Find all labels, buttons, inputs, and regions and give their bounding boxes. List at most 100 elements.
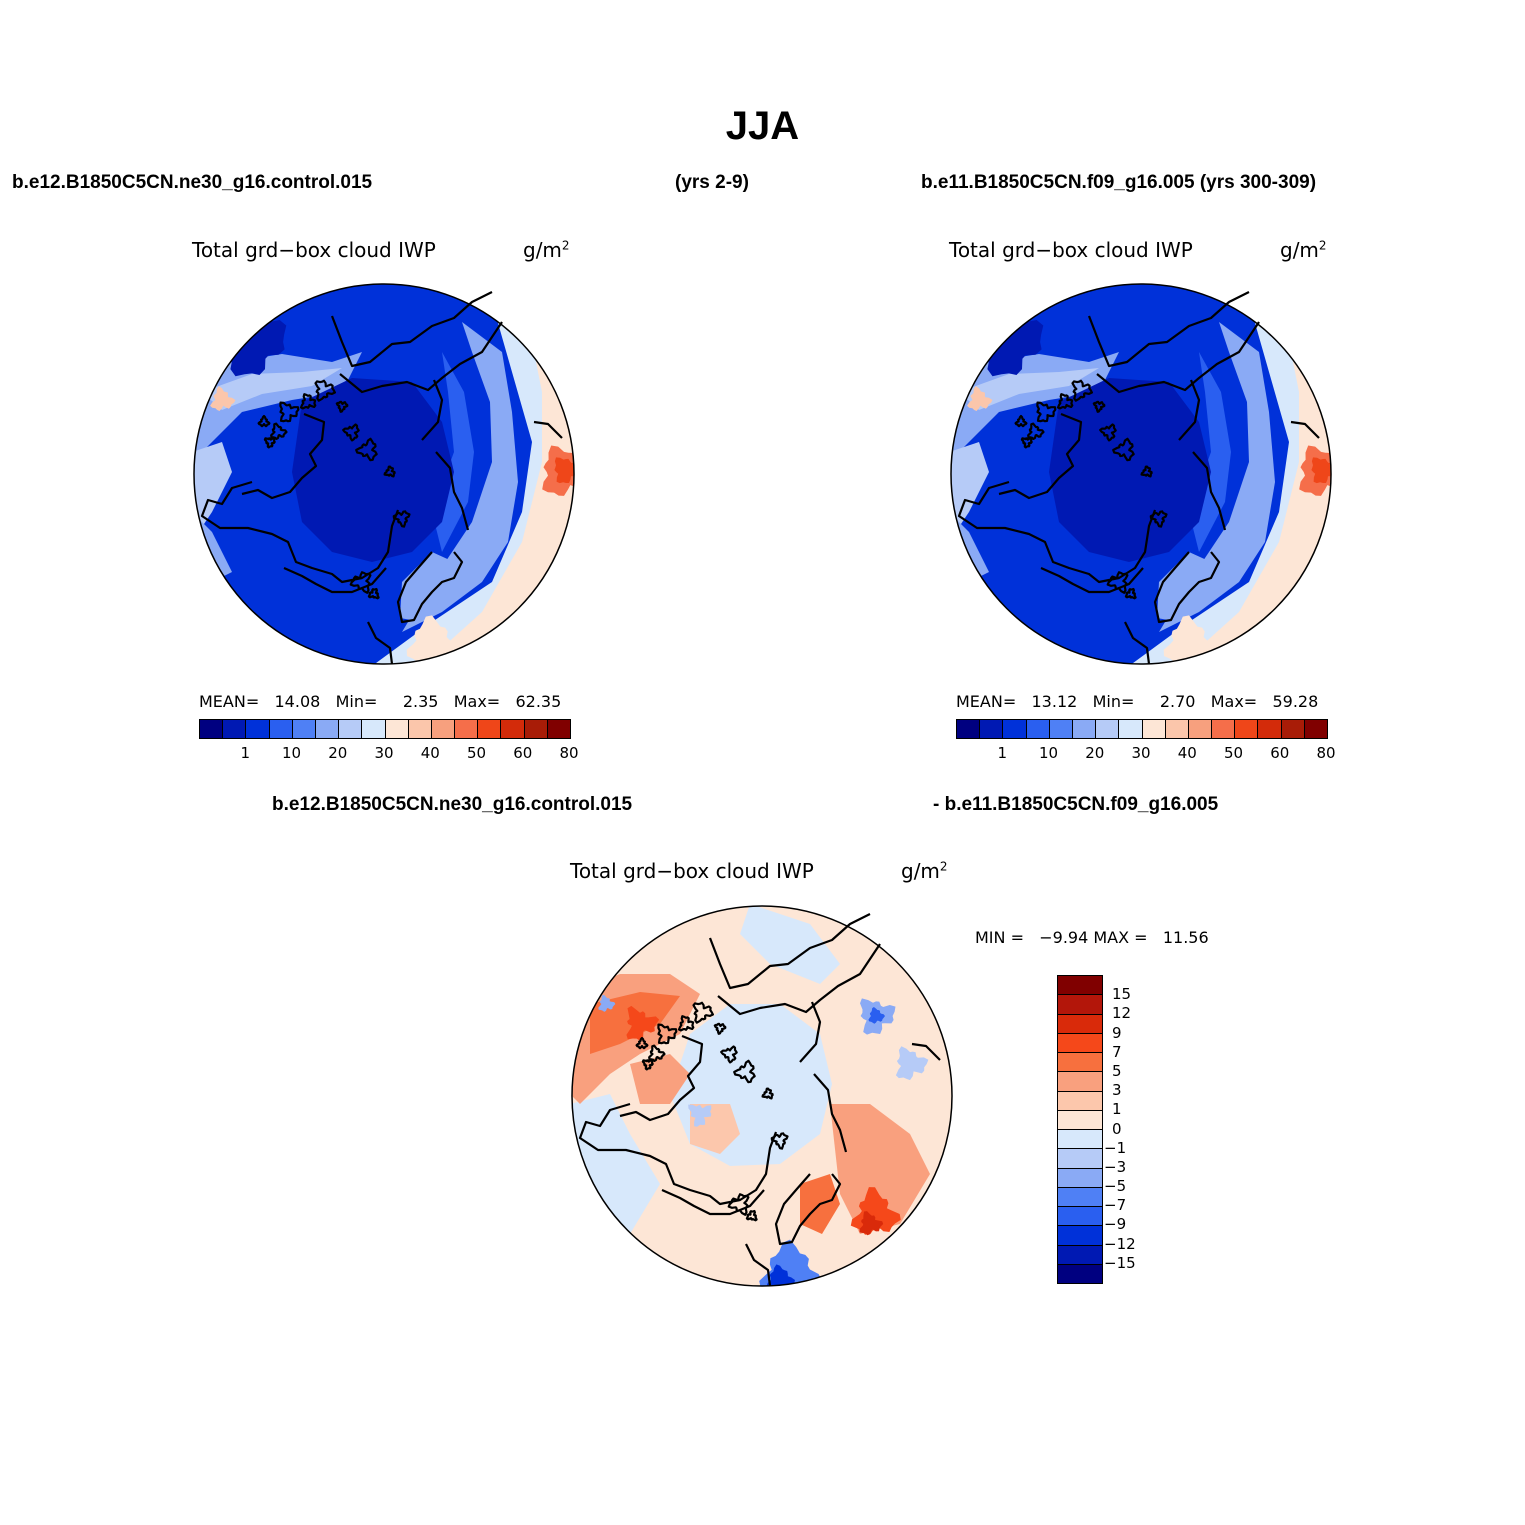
colorbar-tick-label: 9 bbox=[1112, 1023, 1122, 1042]
colorbar-tick-label: 40 bbox=[1177, 744, 1197, 762]
colorbar-swatch bbox=[1304, 720, 1327, 738]
colorbar-tick-label: −15 bbox=[1104, 1253, 1136, 1272]
colorbar-tick-label: 15 bbox=[1112, 985, 1132, 1004]
colorbar-swatch bbox=[547, 720, 570, 738]
panel2-min-value: 2.70 bbox=[1159, 692, 1196, 711]
panel2-max-value: 59.28 bbox=[1272, 692, 1319, 711]
colorbar-swatch bbox=[1188, 720, 1213, 738]
colorbar-tick-label: 60 bbox=[1270, 744, 1290, 762]
colorbar-swatch bbox=[1119, 720, 1143, 738]
colorbar-swatch bbox=[1026, 720, 1050, 738]
colorbar-tick-label: 40 bbox=[420, 744, 440, 762]
colorbar-tick-label: 20 bbox=[328, 744, 348, 762]
header-case-left: b.e12.B1850C5CN.ne30_g16.control.015 bbox=[12, 172, 373, 193]
colorbar-tick-label: 20 bbox=[1085, 744, 1105, 762]
colorbar-swatch bbox=[1058, 976, 1102, 996]
colorbar-swatch bbox=[1058, 1033, 1102, 1053]
colorbar-swatch bbox=[1058, 1110, 1102, 1130]
colorbar-swatch bbox=[1058, 1168, 1102, 1188]
panel1-polar-map bbox=[193, 283, 575, 665]
panel1-colorbar bbox=[199, 719, 571, 739]
colorbar-swatch bbox=[1003, 720, 1027, 738]
diff-label-left: b.e12.B1850C5CN.ne30_g16.control.015 bbox=[272, 794, 633, 815]
colorbar-swatch bbox=[431, 720, 456, 738]
colorbar-swatch bbox=[478, 720, 502, 738]
header-years-left: (yrs 2-9) bbox=[675, 172, 749, 193]
header-case-right: b.e11.B1850C5CN.f09_g16.005 (yrs 300-309… bbox=[921, 172, 1317, 193]
colorbar-swatch bbox=[1058, 995, 1102, 1015]
colorbar-tick-label: 10 bbox=[1038, 744, 1059, 762]
contour-field bbox=[572, 906, 952, 1286]
colorbar-swatch bbox=[1235, 720, 1259, 738]
panel1-min-label: Min= bbox=[335, 692, 378, 711]
colorbar-swatch bbox=[1058, 1072, 1102, 1092]
colorbar-swatch bbox=[1072, 720, 1097, 738]
colorbar-tick-label: 30 bbox=[1131, 744, 1151, 762]
colorbar-swatch bbox=[1058, 1264, 1102, 1283]
colorbar-tick-label: −3 bbox=[1104, 1157, 1127, 1176]
panel2-min-label: Min= bbox=[1092, 692, 1135, 711]
panel2-stats: MEAN= 13.12 Min= 2.70 Max= 59.28 bbox=[956, 692, 1318, 711]
panel1-units: g/m2 bbox=[523, 238, 570, 262]
colorbar-tick-label: −5 bbox=[1104, 1177, 1127, 1196]
colorbar-swatch bbox=[269, 720, 293, 738]
panel1-title: Total grd−box cloud IWP bbox=[192, 238, 436, 262]
panel1-max-label: Max= bbox=[453, 692, 501, 711]
colorbar-tick-label: −12 bbox=[1104, 1234, 1136, 1253]
colorbar-tick-label: 3 bbox=[1112, 1081, 1122, 1100]
panel3-max-label: MAX = bbox=[1093, 928, 1148, 947]
colorbar-swatch bbox=[246, 720, 270, 738]
main-title: JJA bbox=[725, 104, 800, 148]
panel1-min-value: 2.35 bbox=[402, 692, 439, 711]
colorbar-swatch bbox=[1058, 1187, 1102, 1207]
panel1-mean-value: 14.08 bbox=[274, 692, 321, 711]
colorbar-swatch bbox=[339, 720, 363, 738]
colorbar-swatch bbox=[362, 720, 386, 738]
colorbar-swatch bbox=[1058, 1091, 1102, 1111]
colorbar-swatch bbox=[1281, 720, 1305, 738]
colorbar-tick-label: 60 bbox=[513, 744, 533, 762]
colorbar-swatch bbox=[1058, 1130, 1102, 1150]
colorbar-tick-label: 12 bbox=[1112, 1004, 1132, 1023]
panel2-units: g/m2 bbox=[1280, 238, 1327, 262]
panel3-units: g/m2 bbox=[901, 859, 948, 883]
colorbar-swatch bbox=[223, 720, 247, 738]
diff-label-right: - b.e11.B1850C5CN.f09_g16.005 bbox=[933, 794, 1219, 815]
panel3-colorbar bbox=[1057, 975, 1103, 1284]
colorbar-swatch bbox=[980, 720, 1004, 738]
colorbar-tick-label: 10 bbox=[281, 744, 302, 762]
panel3-min-value: −9.94 bbox=[1039, 928, 1089, 947]
panel2-mean-label: MEAN= bbox=[956, 692, 1017, 711]
colorbar-tick-label: 1 bbox=[1112, 1100, 1122, 1119]
panel3-colorbar-ticks: 15 12 9 7 5 3 1 0 −1 −3 −5 −7 −9 −12 −15 bbox=[1104, 975, 1172, 1282]
panel3-min-label: MIN = bbox=[975, 928, 1024, 947]
colorbar-swatch bbox=[1058, 1226, 1102, 1246]
colorbar-swatch bbox=[957, 720, 981, 738]
colorbar-tick-label: −7 bbox=[1104, 1196, 1127, 1215]
panel2-polar-map bbox=[950, 283, 1332, 665]
colorbar-tick-label: 30 bbox=[374, 744, 394, 762]
colorbar-swatch bbox=[1142, 720, 1166, 738]
panel2-colorbar bbox=[956, 719, 1328, 739]
colorbar-swatch bbox=[1096, 720, 1120, 738]
colorbar-tick-label: 5 bbox=[1112, 1061, 1122, 1080]
colorbar-tick-label: 50 bbox=[1223, 744, 1244, 762]
panel2-title: Total grd−box cloud IWP bbox=[949, 238, 1193, 262]
colorbar-tick-label: 1 bbox=[997, 744, 1008, 762]
colorbar-swatch bbox=[1058, 1245, 1102, 1265]
colorbar-swatch bbox=[524, 720, 548, 738]
colorbar-swatch bbox=[1058, 1149, 1102, 1169]
colorbar-tick-label: 80 bbox=[559, 744, 579, 762]
colorbar-swatch bbox=[1049, 720, 1073, 738]
colorbar-swatch bbox=[200, 720, 224, 738]
panel2-max-label: Max= bbox=[1210, 692, 1258, 711]
colorbar-swatch bbox=[1258, 720, 1282, 738]
panel3-minmax: MIN = −9.94 MAX = 11.56 bbox=[975, 928, 1209, 947]
colorbar-tick-label: 1 bbox=[240, 744, 251, 762]
colorbar-tick-label: −9 bbox=[1104, 1215, 1127, 1234]
colorbar-swatch bbox=[501, 720, 525, 738]
colorbar-swatch bbox=[1212, 720, 1236, 738]
colorbar-swatch bbox=[315, 720, 340, 738]
colorbar-swatch bbox=[1165, 720, 1189, 738]
panel1-max-value: 62.35 bbox=[515, 692, 562, 711]
